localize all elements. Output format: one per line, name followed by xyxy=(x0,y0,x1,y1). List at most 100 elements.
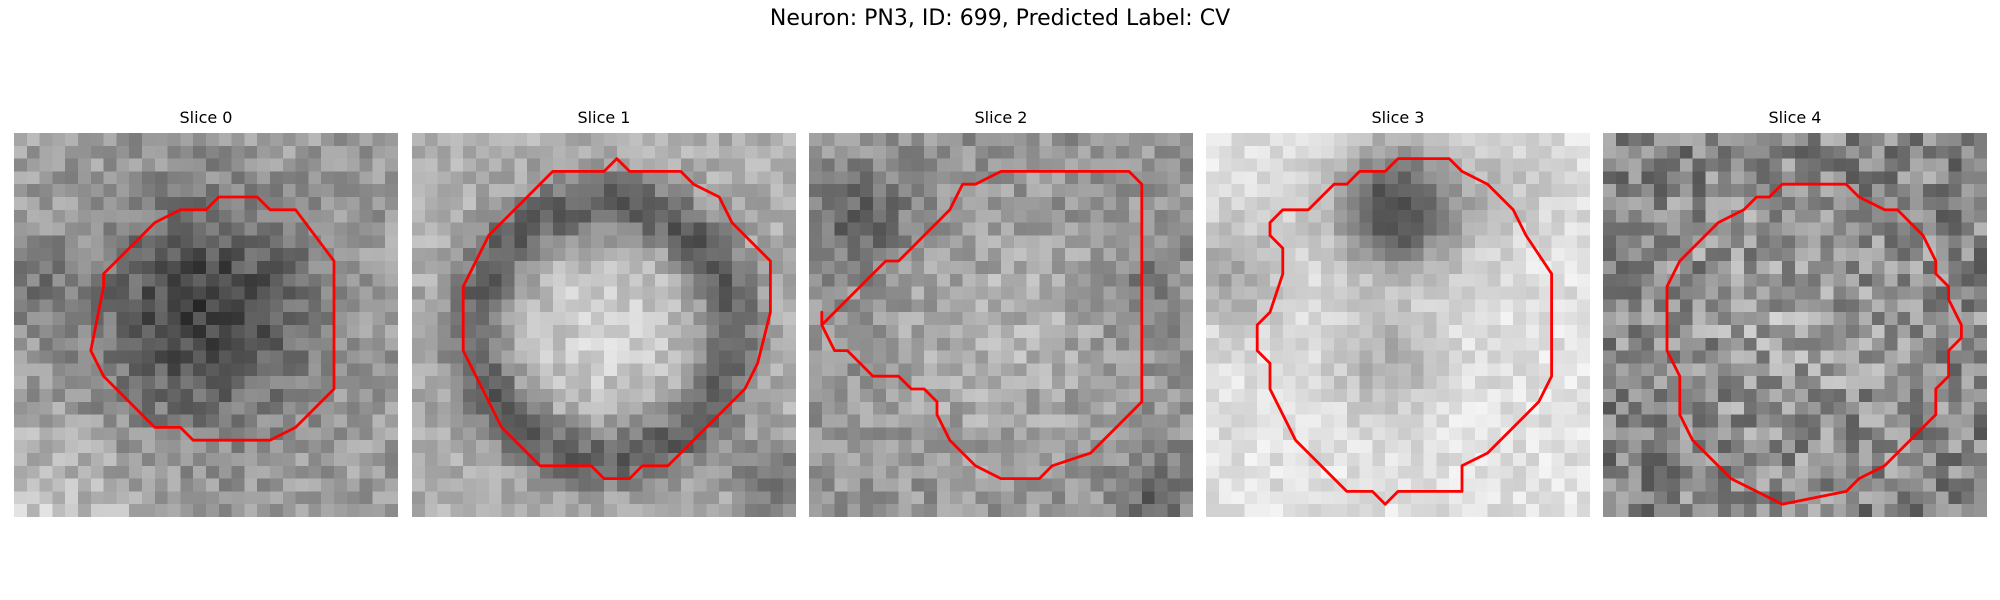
image-pixel xyxy=(1359,363,1373,377)
image-pixel xyxy=(1731,197,1745,211)
image-pixel xyxy=(1577,209,1590,223)
image-pixel xyxy=(1897,273,1911,287)
image-pixel xyxy=(90,171,104,185)
image-pixel xyxy=(1013,248,1027,262)
image-pixel xyxy=(1551,491,1565,505)
slice-panel-4: Slice 4 xyxy=(1603,108,1987,522)
image-pixel xyxy=(1667,491,1681,505)
image-pixel xyxy=(282,273,296,287)
image-pixel xyxy=(1026,158,1040,172)
image-pixel xyxy=(308,145,322,159)
image-pixel xyxy=(924,337,938,351)
image-pixel xyxy=(218,337,232,351)
image-pixel xyxy=(655,401,669,415)
image-pixel xyxy=(668,299,682,313)
image-pixel xyxy=(1833,363,1847,377)
image-pixel xyxy=(1423,337,1437,351)
image-pixel xyxy=(873,363,887,377)
image-pixel xyxy=(1257,248,1271,262)
image-pixel xyxy=(116,261,130,275)
image-pixel xyxy=(103,389,117,403)
image-pixel xyxy=(565,504,579,517)
image-pixel xyxy=(873,453,887,467)
image-pixel xyxy=(1487,465,1501,479)
image-pixel xyxy=(732,401,746,415)
image-pixel xyxy=(1398,414,1412,428)
image-pixel xyxy=(412,504,426,517)
image-pixel xyxy=(1897,350,1911,364)
image-pixel xyxy=(1820,261,1834,275)
image-pixel xyxy=(103,427,117,441)
image-pixel xyxy=(1270,248,1284,262)
image-pixel xyxy=(604,389,618,403)
image-pixel xyxy=(1564,440,1578,454)
image-pixel xyxy=(180,325,194,339)
image-pixel xyxy=(1923,350,1937,364)
image-pixel xyxy=(1077,504,1091,517)
image-pixel xyxy=(1756,273,1770,287)
image-pixel xyxy=(282,299,296,313)
image-pixel xyxy=(334,491,348,505)
image-pixel xyxy=(616,299,630,313)
image-pixel xyxy=(1359,133,1373,147)
image-pixel xyxy=(616,427,630,441)
image-pixel xyxy=(1859,325,1873,339)
image-pixel xyxy=(1077,325,1091,339)
image-pixel xyxy=(629,504,643,517)
image-pixel xyxy=(231,465,245,479)
image-pixel xyxy=(1871,145,1885,159)
image-pixel xyxy=(1718,248,1732,262)
image-pixel xyxy=(578,248,592,262)
image-pixel xyxy=(78,145,92,159)
image-pixel xyxy=(1398,171,1412,185)
image-pixel xyxy=(1897,401,1911,415)
image-pixel xyxy=(1731,145,1745,159)
image-pixel xyxy=(501,350,515,364)
image-pixel xyxy=(1974,248,1987,262)
image-pixel xyxy=(450,350,464,364)
image-pixel xyxy=(1846,312,1860,326)
image-pixel xyxy=(463,145,477,159)
image-pixel xyxy=(1013,209,1027,223)
image-pixel xyxy=(218,133,232,147)
image-pixel xyxy=(1935,491,1949,505)
image-pixel xyxy=(193,261,207,275)
image-pixel xyxy=(180,222,194,236)
image-pixel xyxy=(346,145,360,159)
image-pixel xyxy=(770,286,784,300)
image-pixel xyxy=(39,478,53,492)
image-pixel xyxy=(1846,376,1860,390)
image-pixel xyxy=(1206,478,1220,492)
image-pixel xyxy=(962,427,976,441)
image-pixel xyxy=(1692,337,1706,351)
image-pixel xyxy=(1116,363,1130,377)
image-pixel xyxy=(1334,299,1348,313)
image-pixel xyxy=(834,171,848,185)
image-pixel xyxy=(642,197,656,211)
image-pixel xyxy=(552,184,566,198)
image-pixel xyxy=(1871,325,1885,339)
image-pixel xyxy=(1487,414,1501,428)
image-pixel xyxy=(463,491,477,505)
image-pixel xyxy=(1026,261,1040,275)
image-pixel xyxy=(552,171,566,185)
image-pixel xyxy=(359,350,373,364)
image-pixel xyxy=(476,427,490,441)
image-pixel xyxy=(1154,389,1168,403)
image-pixel xyxy=(1090,273,1104,287)
image-pixel xyxy=(308,465,322,479)
image-pixel xyxy=(1129,158,1143,172)
image-pixel xyxy=(1692,453,1706,467)
image-pixel xyxy=(206,145,220,159)
image-pixel xyxy=(295,158,309,172)
image-pixel xyxy=(757,465,771,479)
image-pixel xyxy=(591,414,605,428)
image-pixel xyxy=(949,222,963,236)
image-pixel xyxy=(295,337,309,351)
image-pixel xyxy=(1065,478,1079,492)
image-pixel xyxy=(1615,235,1629,249)
image-pixel xyxy=(693,478,707,492)
image-pixel xyxy=(898,235,912,249)
image-pixel xyxy=(1244,453,1258,467)
image-pixel xyxy=(1257,145,1271,159)
